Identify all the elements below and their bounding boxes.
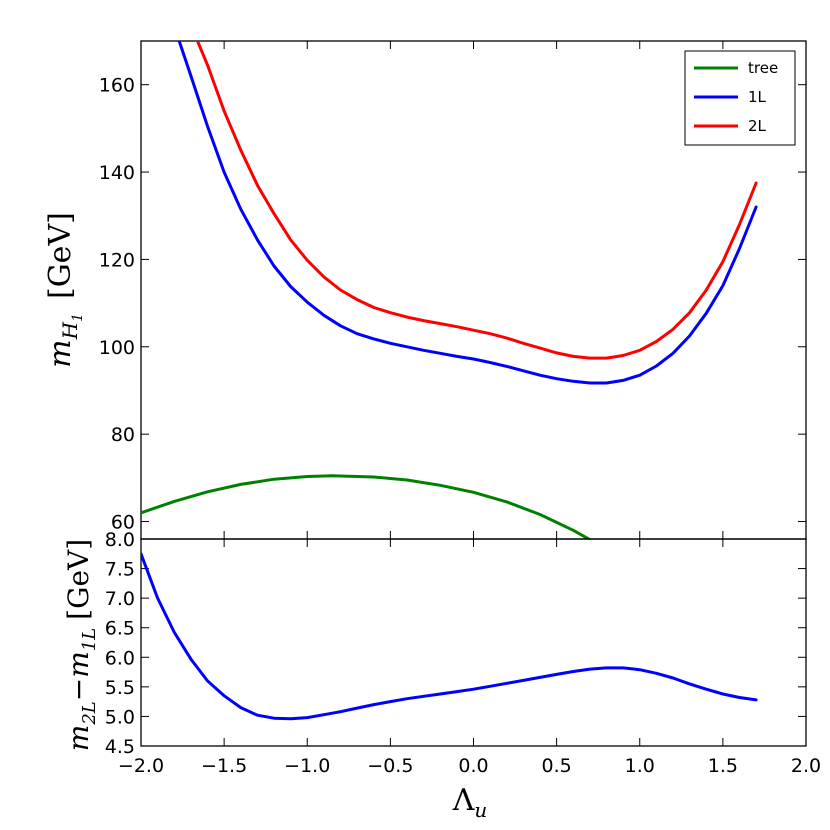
bottom-y-axis-label: m2L−m1L[GeV] — [62, 539, 100, 751]
bottom-y-tick-label: 6.5 — [105, 618, 135, 640]
axis-titles: Λu mH1[GeV] m2L−m1L[GeV] — [43, 212, 487, 822]
top-series-group — [141, 41, 758, 539]
x-tick-label: 1.5 — [708, 755, 738, 777]
legend-label-1L: 1L — [748, 88, 767, 106]
legend-label-2L: 2L — [748, 117, 767, 135]
x-tick-label: −2.0 — [118, 755, 164, 777]
top-y-axis-label: mH1[GeV] — [43, 212, 86, 368]
series-line-2L — [196, 41, 758, 360]
series-line-1L — [177, 41, 758, 385]
bottom-frame — [140, 538, 807, 747]
series-line-tree — [141, 474, 592, 539]
x-tick-label: −1.0 — [284, 755, 330, 777]
legend-label-tree: tree — [748, 59, 778, 77]
top-y-tick-label: 160 — [99, 75, 135, 97]
x-axis-label: Λu — [452, 783, 488, 822]
bottom-y-tick-label: 6.0 — [105, 647, 135, 669]
bottom-series-group — [141, 552, 758, 721]
x-tick-label: −1.5 — [201, 755, 247, 777]
top-y-tick-label: 60 — [111, 512, 135, 534]
top-y-tick-label: 100 — [99, 337, 135, 359]
top-y-tick-label: 120 — [99, 249, 135, 271]
bottom-panel: −2.0 −1.5 −1.0 −0.5 0.0 0.5 1.0 1.5 2.0 4.5 5.0 5.5… — [105, 529, 821, 777]
bottom-y-tick-label: 7.0 — [105, 588, 135, 610]
bottom-y-tick-label: 5.5 — [105, 677, 135, 699]
x-tick-label: −0.5 — [367, 755, 413, 777]
legend: tree 1L 2L — [684, 50, 796, 146]
x-tick-label: 2.0 — [791, 755, 821, 777]
x-tick-label: 1.0 — [625, 755, 655, 777]
top-y-tick-label: 140 — [99, 162, 135, 184]
bottom-y-tick-label: 4.5 — [105, 736, 135, 758]
x-tick-label: 0.0 — [458, 755, 488, 777]
top-y-tick-label: 80 — [111, 424, 135, 446]
bottom-y-tick-label: 8.0 — [105, 529, 135, 551]
bottom-y-tick-label: 5.0 — [105, 706, 135, 728]
series-line-2L-1L — [141, 552, 758, 721]
bottom-y-tick-label: 7.5 — [105, 559, 135, 581]
x-tick-label: 0.5 — [542, 755, 572, 777]
